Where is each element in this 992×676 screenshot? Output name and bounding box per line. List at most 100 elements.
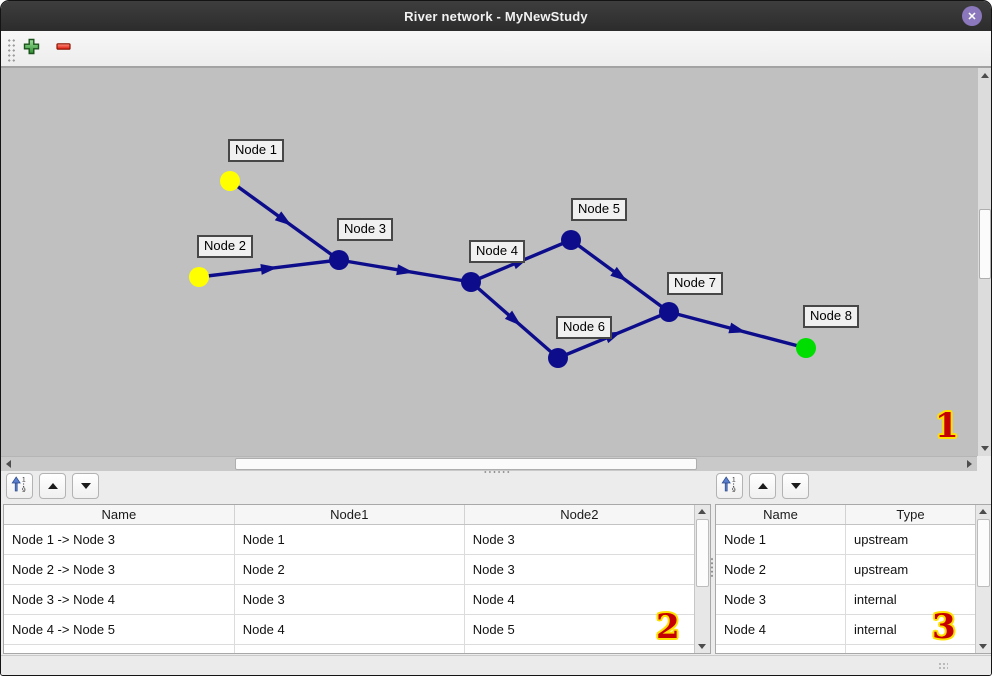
table-cell[interactable]: Node 3 [716, 585, 847, 614]
edge-arrowhead-icon [728, 322, 747, 334]
resize-grip[interactable] [938, 662, 948, 671]
table-cell[interactable]: Node 4 [716, 615, 847, 644]
node-label-node-6: Node 6 [556, 316, 612, 339]
graph-node-node-1[interactable] [220, 171, 240, 191]
table-row[interactable]: Node 2 upstream [716, 555, 975, 585]
scroll-down-arrow[interactable] [698, 644, 706, 649]
canvas-vertical-scrollbar[interactable] [977, 68, 991, 456]
down-arrow-icon [790, 483, 801, 489]
nodes-table-body: Node 1 upstream Node 2 upstream Node 3 intern… [716, 525, 975, 653]
column-header-name[interactable]: Name [4, 505, 235, 524]
scroll-right-arrow[interactable] [963, 457, 976, 471]
table-cell[interactable]: Node 5 [472, 622, 515, 637]
column-header-node1[interactable]: Node1 [235, 505, 465, 524]
plus-icon [23, 38, 40, 60]
table-cell[interactable] [4, 645, 235, 653]
scroll-up-arrow[interactable] [978, 69, 991, 82]
sort-button[interactable]: 1 9 [6, 473, 33, 499]
table-cell[interactable]: Node 3 -> Node 4 [4, 585, 235, 614]
table-cell[interactable]: Node 4 [235, 615, 465, 644]
vertical-scroll-thumb[interactable] [979, 209, 991, 279]
svg-text:9: 9 [732, 487, 736, 493]
table-cell[interactable]: Node 3 [235, 585, 465, 614]
title-bar: River network - MyNewStudy ✕ [1, 1, 991, 31]
nodes-table-scrollbar[interactable] [975, 505, 991, 653]
table-row[interactable]: Node 4 internal [716, 615, 975, 645]
graph-node-node-3[interactable] [329, 250, 349, 270]
nodes-table: Name Type Node 1 upstream Node 2 upstream Nod… [715, 504, 991, 654]
edge-arrowhead-icon [610, 266, 628, 282]
status-bar [1, 655, 991, 675]
move-up-button[interactable] [749, 473, 776, 499]
table-row[interactable] [4, 645, 694, 653]
table-row[interactable]: Node 2 -> Node 3 Node 2 Node 3 [4, 555, 694, 585]
svg-text:1: 1 [22, 477, 26, 484]
up-arrow-icon [757, 483, 768, 489]
column-header-name[interactable]: Name [716, 505, 847, 524]
column-header-type[interactable]: Type [896, 507, 925, 522]
table-cell[interactable]: Node 1 -> Node 3 [4, 525, 235, 554]
table-cell[interactable]: Node 1 [716, 525, 847, 554]
graph-node-node-4[interactable] [461, 272, 481, 292]
edge-arrowhead-icon [504, 310, 522, 326]
table-splitter-handle[interactable] [710, 557, 714, 577]
node-label-node-5: Node 5 [571, 198, 627, 221]
graph-node-node-8[interactable] [796, 338, 816, 358]
toolbar-drag-handle[interactable] [7, 38, 16, 62]
table-row[interactable]: Node 1 upstream [716, 525, 975, 555]
graph-node-node-2[interactable] [189, 267, 209, 287]
table-cell[interactable]: upstream [854, 562, 909, 577]
svg-text:1: 1 [732, 477, 736, 484]
table-cell[interactable]: internal [854, 592, 897, 607]
table-row[interactable] [716, 645, 975, 653]
canvas-horizontal-scrollbar[interactable] [1, 456, 977, 471]
move-down-button[interactable] [72, 473, 99, 499]
network-canvas[interactable]: Node 1 Node 2 Node 3 Node 4 Node 5 Node 6 Node… [1, 68, 977, 456]
graph-node-node-7[interactable] [659, 302, 679, 322]
table-cell[interactable]: Node 4 -> Node 5 [4, 615, 235, 644]
column-header-node2[interactable]: Node2 [560, 507, 599, 522]
table-row[interactable]: Node 4 -> Node 5 Node 4 Node 5 [4, 615, 694, 645]
pane-splitter-handle[interactable] [483, 469, 511, 473]
sort-button[interactable]: 1 9 [716, 473, 743, 499]
edges-table-scrollbar[interactable] [694, 505, 710, 653]
annotation-number-2: 2 [656, 607, 680, 647]
table-row[interactable]: Node 3 internal [716, 585, 975, 615]
scroll-up-arrow[interactable] [698, 509, 706, 514]
scroll-left-arrow[interactable] [2, 457, 15, 471]
annotation-number-3: 3 [932, 607, 956, 647]
move-up-button[interactable] [39, 473, 66, 499]
node-label-node-4: Node 4 [469, 240, 525, 263]
table-cell[interactable]: upstream [854, 532, 909, 547]
scroll-up-arrow[interactable] [979, 509, 987, 514]
table-cell[interactable]: internal [854, 622, 897, 637]
table-cell[interactable]: Node 1 [235, 525, 465, 554]
scroll-down-arrow[interactable] [979, 644, 987, 649]
down-arrow-icon [80, 483, 91, 489]
table-cell[interactable]: Node 2 -> Node 3 [4, 555, 235, 584]
table-cell[interactable] [235, 645, 465, 653]
close-button[interactable]: ✕ [962, 6, 982, 26]
table-cell[interactable]: Node 4 [472, 592, 515, 607]
table-cell[interactable]: Node 2 [235, 555, 465, 584]
graph-node-node-6[interactable] [548, 348, 568, 368]
remove-button[interactable] [50, 36, 76, 62]
scroll-thumb[interactable] [977, 519, 990, 587]
graph-node-node-5[interactable] [561, 230, 581, 250]
add-button[interactable] [18, 36, 44, 62]
toolbar [1, 31, 991, 68]
horizontal-scroll-thumb[interactable] [235, 458, 697, 470]
annotation-number-1: 1 [935, 406, 959, 446]
scroll-thumb[interactable] [696, 519, 709, 587]
edges-table-header: Name Node1 Node2 [4, 505, 694, 525]
edge-arrowhead-icon [396, 264, 414, 276]
scroll-down-arrow[interactable] [978, 442, 991, 455]
table-cell[interactable]: Node 3 [472, 532, 515, 547]
table-row[interactable]: Node 3 -> Node 4 Node 3 Node 4 [4, 585, 694, 615]
table-cell[interactable]: Node 3 [472, 562, 515, 577]
table-cell[interactable] [716, 645, 847, 653]
move-down-button[interactable] [782, 473, 809, 499]
table-row[interactable]: Node 1 -> Node 3 Node 1 Node 3 [4, 525, 694, 555]
table-cell[interactable]: Node 2 [716, 555, 847, 584]
